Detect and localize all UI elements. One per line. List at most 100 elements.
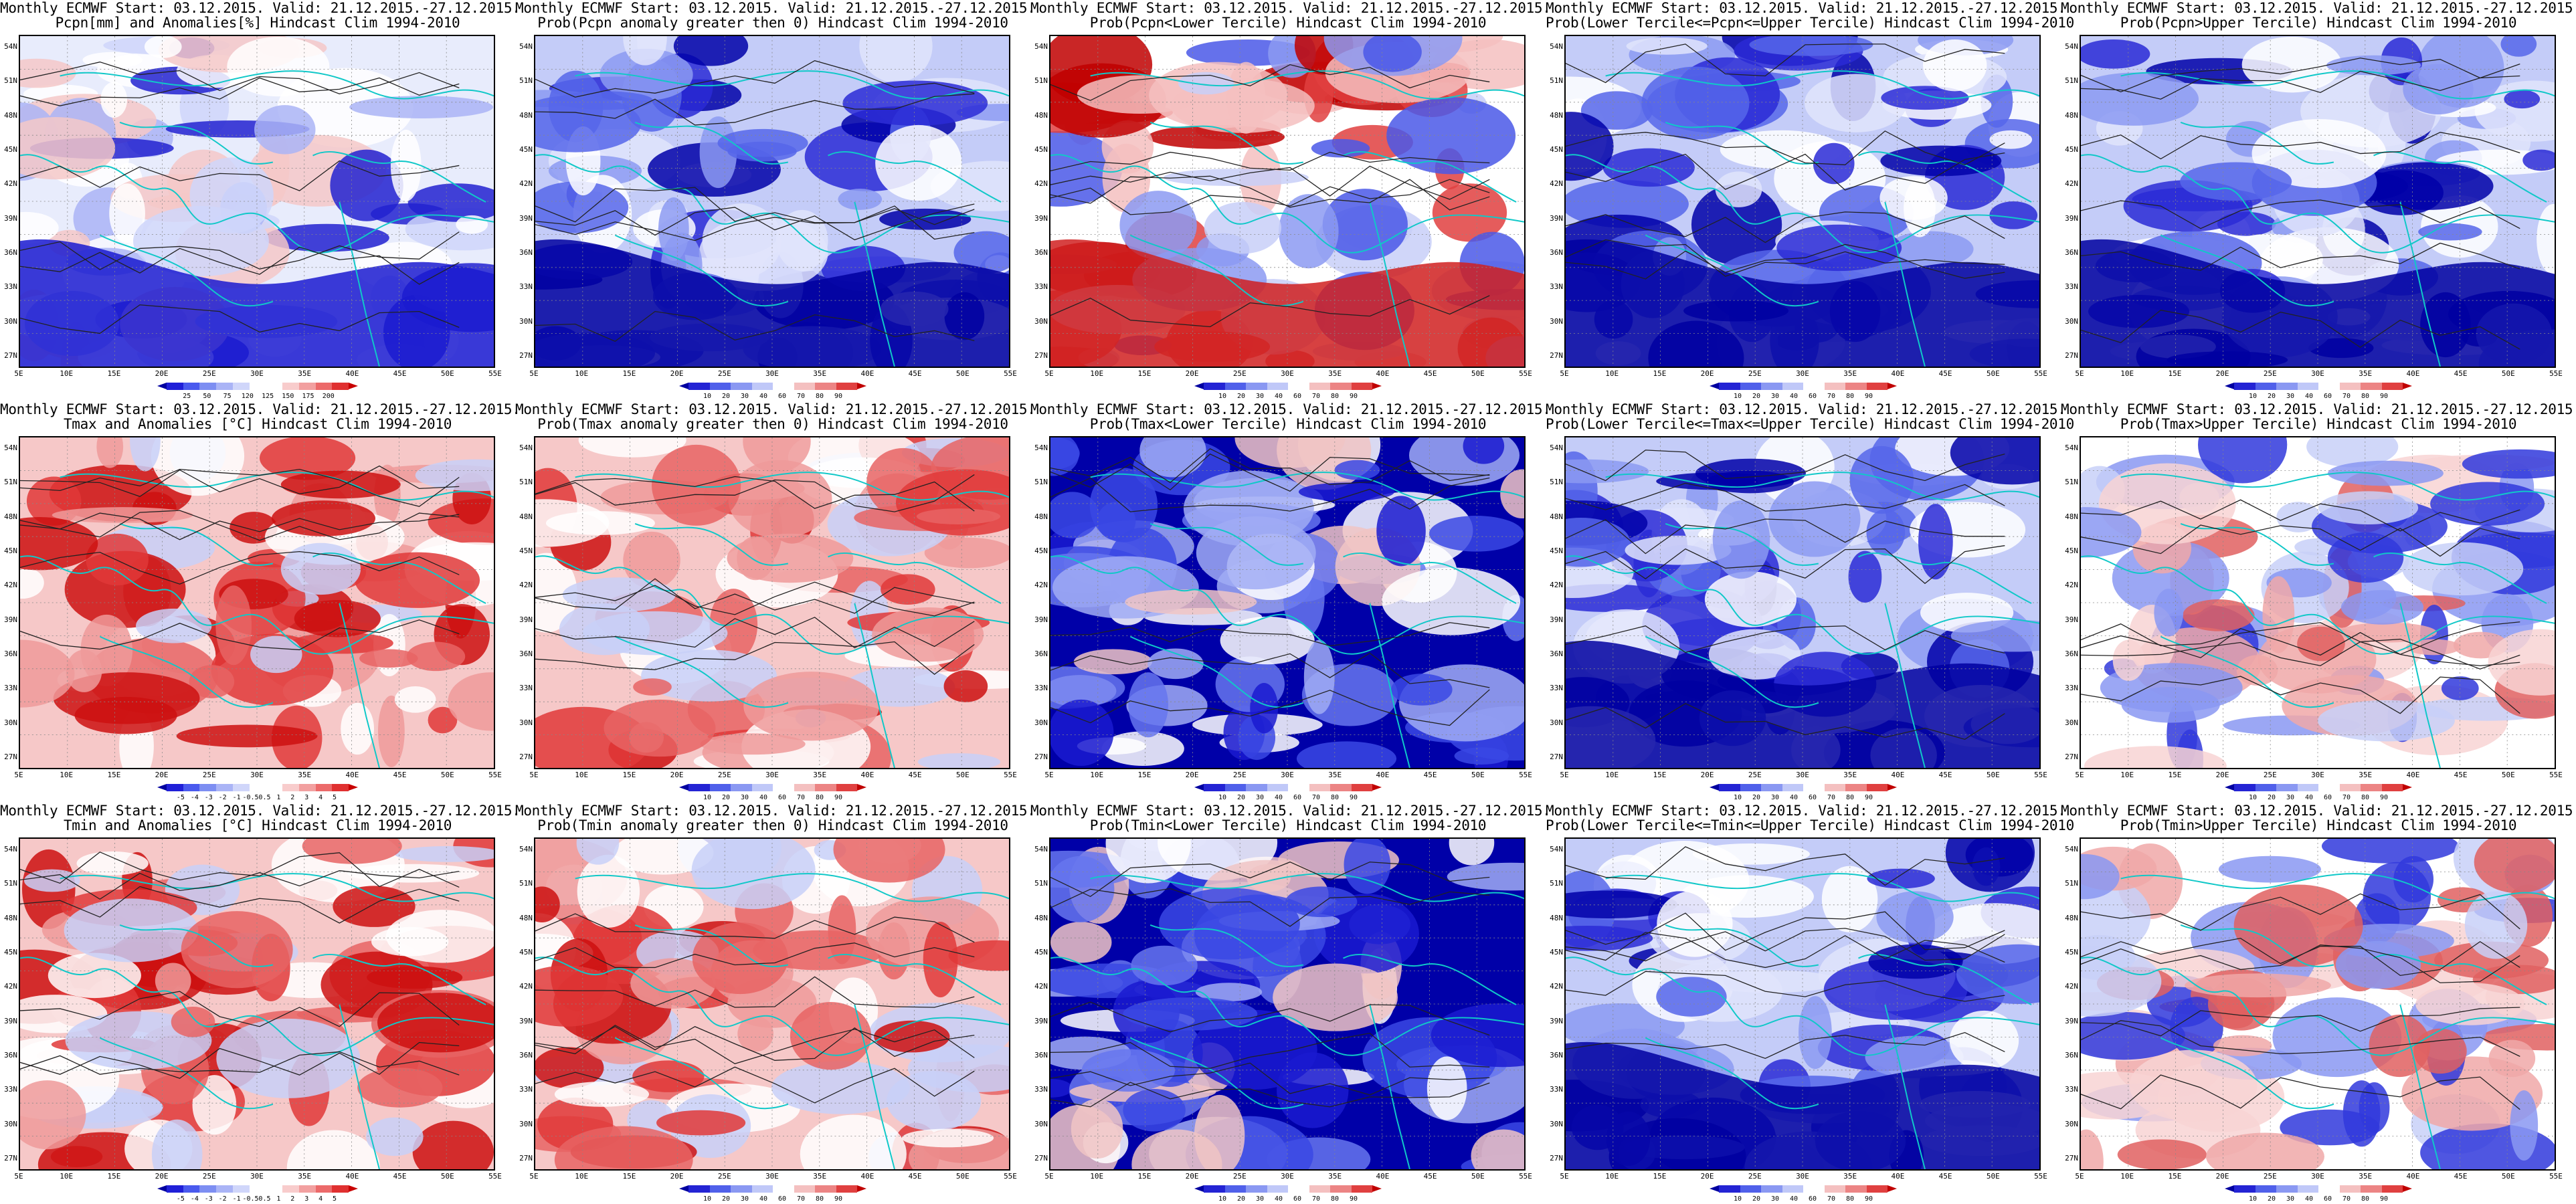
coastline	[1884, 603, 1926, 768]
colorbar-tick-label: 5	[333, 1195, 337, 1203]
field-patch	[1580, 91, 1653, 130]
latitude-label: 45N	[1550, 948, 1563, 957]
colorbar-right-arrow	[349, 1185, 359, 1192]
colorbar-tick-label: 80	[815, 1195, 824, 1203]
longitude-label: 35E	[298, 1172, 312, 1181]
colorbar-tick-label: 20	[2267, 393, 2276, 400]
latitude-label: 51N	[2065, 478, 2078, 487]
field-patch	[1334, 460, 1380, 480]
field-patch	[1566, 518, 1631, 567]
colorbar-tick-label: 20	[1752, 393, 1761, 400]
field-patch	[917, 753, 1001, 768]
map-field	[1566, 839, 2039, 1169]
colorbar-segment	[836, 1185, 857, 1193]
longitude-label: 20E	[1185, 771, 1199, 779]
field-patch	[1449, 839, 1495, 866]
contour-line	[1050, 165, 1490, 200]
longitude-label: 20E	[670, 1172, 684, 1181]
coastline	[854, 603, 895, 768]
longitude-label: 40E	[1376, 1172, 1390, 1181]
longitude-label: 35E	[298, 369, 312, 378]
field-patch	[2236, 655, 2278, 686]
latitude-label: 33N	[2065, 684, 2078, 693]
latitude-label: 30N	[1034, 718, 1048, 727]
colorbar-segment	[1246, 383, 1267, 390]
latitude-label: 30N	[519, 1119, 533, 1128]
map-frame	[2080, 35, 2556, 368]
field-patch	[1071, 1098, 1123, 1159]
coastline	[339, 603, 380, 768]
coastline	[1149, 122, 1304, 165]
longitude-label: 55E	[488, 1172, 502, 1181]
contour-line	[1566, 518, 2005, 555]
colorbar-tick-label: 1	[276, 1195, 281, 1203]
colorbar-tick-label: 90	[834, 1195, 843, 1203]
contour-line	[20, 304, 460, 334]
field-patch	[2081, 854, 2120, 900]
panel-title-line1: Monthly ECMWF Start: 03.12.2015. Valid: …	[515, 0, 1036, 16]
coastline	[1090, 873, 1524, 902]
field-patch	[1656, 977, 1727, 1017]
panel-title-line2: Prob(Lower Tercile<=Tmin<=Upper Tercile)…	[1546, 817, 2074, 833]
field-patch	[535, 499, 610, 547]
field-patch	[1164, 169, 1309, 187]
longitude-label: 55E	[1004, 369, 1017, 378]
latitude-label: 36N	[1550, 1051, 1563, 1060]
field-patch	[1989, 130, 2033, 149]
contour-line	[535, 203, 975, 241]
field-patch	[20, 1080, 86, 1150]
colorbar-segment	[1309, 784, 1330, 791]
longitude-label: 50E	[2501, 369, 2515, 378]
contour-line	[1566, 130, 2005, 166]
longitude-label: 15E	[1653, 771, 1667, 779]
colorbar-segment	[2381, 383, 2403, 390]
colorbar-segment	[2339, 784, 2361, 791]
contour-line	[1566, 932, 2005, 969]
longitude-label: 5E	[1044, 369, 1054, 378]
contour-line	[2081, 944, 2520, 983]
latitude-label: 27N	[519, 1154, 533, 1163]
colorbar-segment	[773, 784, 794, 791]
coastline	[2160, 1037, 2334, 1110]
contour-line	[1050, 862, 1490, 898]
colorbar-tick-label: 70	[1311, 1195, 1321, 1203]
latitude-label: 51N	[4, 879, 17, 888]
colorbar-tick-label: -0.5	[242, 1195, 259, 1203]
latitude-label: 54N	[4, 443, 17, 452]
contour-line	[1050, 1032, 1490, 1069]
latitude-label: 51N	[1550, 76, 1563, 86]
panel-title-line2: Tmin and Anomalies [°C] Hindcast Clim 19…	[63, 817, 452, 833]
longitude-label: 55E	[2549, 771, 2563, 779]
latitude-label: 48N	[2065, 512, 2078, 521]
latitude-label: 54N	[1034, 845, 1048, 854]
latitude-label: 42N	[1034, 982, 1048, 991]
field-patch	[394, 686, 436, 713]
colorbar-segment	[709, 383, 731, 390]
colorbar-tick-label: 70	[2342, 1195, 2351, 1203]
field-patch	[1712, 500, 1770, 579]
field-patch	[1119, 191, 1197, 260]
field-patch	[109, 183, 145, 243]
field-patch	[623, 36, 667, 66]
panel-title-line1: Monthly ECMWF Start: 03.12.2015. Valid: …	[1546, 0, 2066, 16]
contour-line	[535, 1066, 975, 1104]
latitude-label: 48N	[1034, 110, 1048, 120]
colorbar-left-arrow	[1710, 1185, 1719, 1192]
coastline	[1343, 553, 1517, 604]
field-patch	[535, 1047, 604, 1088]
latitude-label: 39N	[2065, 1016, 2078, 1025]
latitude-label: 27N	[2065, 1154, 2078, 1163]
field-patch	[1250, 683, 1279, 734]
longitude-label: 25E	[202, 1172, 216, 1181]
panel-title-line2: Tmax and Anomalies [°C] Hindcast Clim 19…	[63, 416, 452, 432]
latitude-label: 51N	[2065, 76, 2078, 86]
contour-line	[20, 77, 460, 106]
field-patch	[691, 839, 816, 910]
colorbar-ticks: 25 50 75 120 125 150 175 200	[157, 393, 358, 401]
colorbar-tick-label: 40	[2304, 1195, 2314, 1203]
field-patch	[842, 80, 988, 126]
field-patch	[2205, 1132, 2324, 1169]
field-patch	[2488, 629, 2555, 696]
colorbar-segment	[232, 383, 250, 390]
latitude-label: 48N	[1034, 913, 1048, 922]
